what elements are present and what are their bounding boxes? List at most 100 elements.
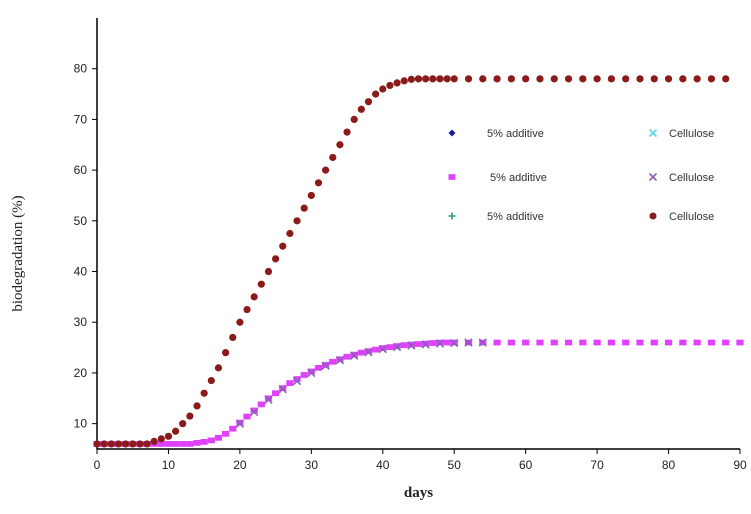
y-axis-title: biodegradation (%) <box>10 195 26 311</box>
data-point <box>593 339 601 346</box>
data-point <box>364 347 373 357</box>
data-point <box>422 75 430 83</box>
data-point <box>179 441 187 447</box>
data-point <box>136 440 144 448</box>
data-point <box>257 280 265 288</box>
data-point <box>707 75 716 83</box>
data-point <box>257 401 265 408</box>
data-point <box>664 339 673 346</box>
data-point <box>650 75 658 83</box>
data-point <box>143 440 151 448</box>
data-point <box>679 339 687 346</box>
data-point <box>450 338 459 348</box>
data-point <box>386 344 394 350</box>
data-point <box>300 204 308 212</box>
data-point <box>564 75 573 83</box>
legend-label: 5% additive <box>487 211 544 223</box>
data-point <box>236 318 244 326</box>
x-ticks: 0 10 20 30 40 50 60 70 80 90 <box>94 449 747 472</box>
data-point <box>235 419 245 428</box>
data-point <box>93 440 101 448</box>
data-point <box>164 441 173 447</box>
data-point <box>664 75 673 83</box>
data-point <box>314 179 323 187</box>
legend-label: Cellulose <box>669 128 714 140</box>
data-point <box>350 115 358 124</box>
data-point <box>157 435 165 443</box>
data-point <box>171 441 180 447</box>
data-point <box>550 75 558 83</box>
data-point <box>343 353 351 360</box>
data-point <box>272 255 280 263</box>
data-point <box>336 141 344 149</box>
data-point <box>622 75 630 83</box>
x-tick-label: 20 <box>233 458 247 472</box>
y-tick-label: 10 <box>74 417 88 431</box>
data-point <box>478 338 487 347</box>
data-point <box>286 229 294 238</box>
data-point <box>421 340 430 349</box>
legend-marker-x <box>648 172 658 182</box>
data-point <box>479 75 487 83</box>
data-point <box>736 339 744 346</box>
data-point <box>450 75 458 83</box>
y-tick-label: 70 <box>74 112 88 126</box>
data-point <box>264 395 273 402</box>
data-point <box>214 434 223 441</box>
data-point <box>222 430 230 437</box>
x-tick-label: 0 <box>94 458 101 472</box>
data-point <box>722 339 730 346</box>
data-point <box>186 412 194 420</box>
data-point <box>493 339 501 346</box>
data-point <box>357 349 365 356</box>
chart-axes <box>96 18 740 450</box>
data-point <box>379 85 387 93</box>
y-tick-label: 30 <box>74 315 88 329</box>
data-point <box>372 90 380 98</box>
x-tick-label: 80 <box>662 458 676 472</box>
data-point <box>186 441 194 447</box>
data-point <box>443 339 451 346</box>
data-point <box>278 385 287 394</box>
data-point <box>300 372 308 378</box>
data-point <box>193 402 201 410</box>
data-point <box>200 389 208 397</box>
data-point <box>607 339 615 346</box>
data-point <box>250 407 259 417</box>
data-point <box>343 128 351 136</box>
data-point <box>264 395 273 404</box>
legend-label: 5% additive <box>490 172 547 184</box>
y-tick-label: 80 <box>74 62 88 76</box>
data-point <box>407 341 416 350</box>
data-point <box>372 346 380 353</box>
data-point <box>329 358 337 365</box>
data-point <box>279 242 287 250</box>
data-point <box>350 351 359 360</box>
legend-marker-circle <box>649 212 657 220</box>
x-tick-label: 10 <box>162 458 176 472</box>
data-point <box>507 339 515 346</box>
data-point <box>307 368 316 378</box>
x-tick-label: 30 <box>305 458 319 472</box>
data-point <box>536 75 544 83</box>
x-tick-label: 60 <box>519 458 533 472</box>
legend-marker-plus <box>448 212 456 220</box>
data-point <box>335 356 345 365</box>
data-point <box>414 75 423 83</box>
data-point <box>100 440 108 448</box>
data-point <box>107 440 115 448</box>
data-point <box>522 75 530 83</box>
data-point <box>400 77 408 85</box>
data-point <box>150 437 158 445</box>
data-point <box>579 75 587 83</box>
data-point <box>229 425 237 432</box>
data-point <box>307 191 315 200</box>
data-point <box>722 75 730 83</box>
legend-label: 5% additive <box>487 128 544 140</box>
data-point <box>536 339 544 346</box>
y-tick-label: 60 <box>74 163 88 177</box>
data-point <box>464 338 473 347</box>
data-point <box>622 339 630 346</box>
data-point <box>693 339 701 346</box>
